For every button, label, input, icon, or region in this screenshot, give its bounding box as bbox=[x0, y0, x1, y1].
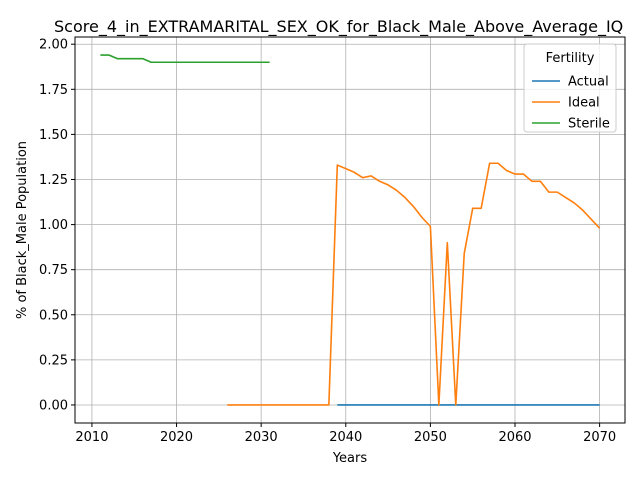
y-axis: 0.00 0.25 0.50 0.75 1.00 1.25 1.50 1.75 2.00 bbox=[39, 38, 75, 413]
chart-title: Score_4_in_EXTRAMARITAL_SEX_OK_for_Black… bbox=[54, 17, 623, 37]
x-axis: 2010 2020 2030 2040 2050 2060 2070 bbox=[75, 423, 616, 445]
series-lines bbox=[100, 54, 601, 406]
y-tick-label: 2.00 bbox=[39, 38, 68, 53]
series-line-ideal bbox=[227, 162, 601, 406]
y-tick-label: 0.50 bbox=[39, 308, 68, 323]
y-tick-label: 1.25 bbox=[39, 173, 68, 188]
x-axis-label: Years bbox=[332, 451, 368, 466]
x-tick-label: 2040 bbox=[329, 430, 362, 445]
y-tick-label: 1.50 bbox=[39, 128, 68, 143]
y-tick-label: 0.75 bbox=[39, 263, 68, 278]
x-tick-label: 2060 bbox=[498, 430, 531, 445]
legend-box bbox=[523, 43, 617, 133]
y-tick-label: 0.00 bbox=[39, 398, 68, 413]
x-tick-label: 2070 bbox=[583, 430, 616, 445]
legend-title: Fertility bbox=[546, 51, 595, 66]
y-tick-label: 0.25 bbox=[39, 353, 68, 368]
x-tick-label: 2020 bbox=[160, 430, 193, 445]
legend-label-sterile: Sterile bbox=[568, 117, 610, 132]
x-tick-label: 2030 bbox=[245, 430, 278, 445]
plot-frame bbox=[74, 36, 626, 424]
legend-label-actual: Actual bbox=[568, 75, 609, 90]
y-tick-label: 1.75 bbox=[39, 83, 68, 98]
x-tick-label: 2050 bbox=[414, 430, 447, 445]
grid-lines bbox=[75, 37, 625, 423]
legend-label-ideal: Ideal bbox=[568, 96, 600, 111]
y-axis-label: % of Black_Male Population bbox=[15, 141, 30, 319]
y-tick-label: 1.00 bbox=[39, 218, 68, 233]
series-line-sterile bbox=[100, 54, 270, 64]
x-tick-label: 2010 bbox=[75, 430, 108, 445]
legend: Fertility Actual Ideal Sterile bbox=[523, 43, 617, 133]
